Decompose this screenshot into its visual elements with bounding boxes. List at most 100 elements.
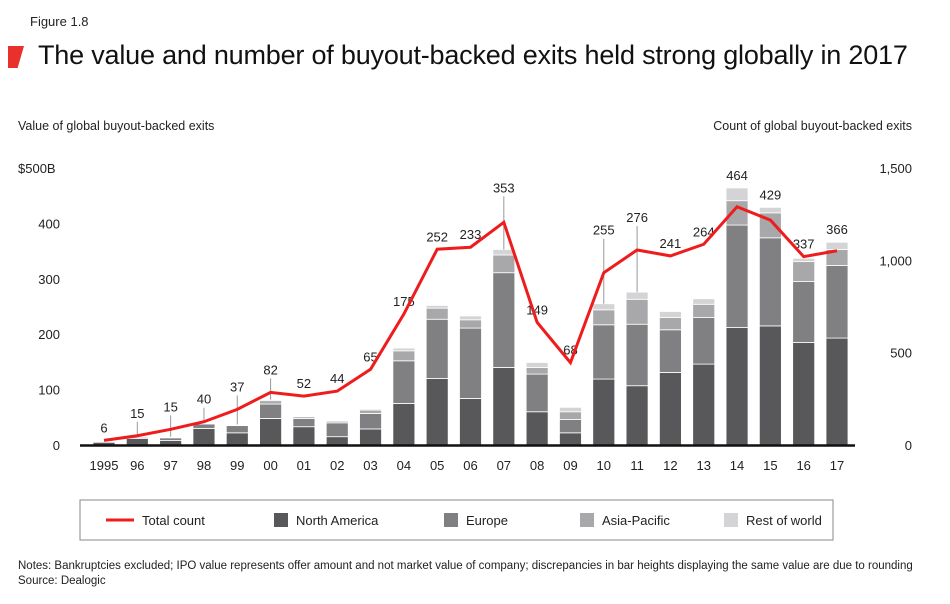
bar-segment-europe [392, 360, 416, 404]
total-label: 337 [793, 237, 815, 252]
right-tick-label: 500 [890, 346, 912, 361]
bar-segment-north-america [259, 418, 282, 446]
total-label: 233 [460, 227, 482, 242]
bar-segment-rest-of-world [325, 420, 349, 422]
total-label: 264 [693, 224, 715, 239]
x-tick-label: 16 [796, 458, 810, 473]
bar-segment-north-america [225, 432, 249, 446]
bar-segment-north-america [125, 437, 149, 446]
left-tick-label: 100 [38, 383, 60, 398]
x-tick-label: 15 [763, 458, 777, 473]
legend-label: Asia-Pacific [602, 513, 670, 528]
total-label: 353 [493, 180, 515, 195]
bar-segment-rest-of-world [659, 311, 682, 318]
chart-title: The value and number of buyout-backed ex… [38, 40, 908, 70]
bar-segment-europe [692, 317, 716, 365]
total-label: 252 [426, 229, 448, 244]
bar-segment-rest-of-world [625, 291, 649, 300]
bar-segment-europe [758, 237, 782, 327]
x-tick-label: 06 [463, 458, 477, 473]
right-axis-label: Count of global buyout-backed exits [713, 119, 912, 133]
total-label: 52 [297, 376, 311, 391]
bar-segment-asia-pacific [692, 303, 716, 318]
bar-segment-asia-pacific [592, 309, 616, 326]
left-tick-label: 0 [53, 438, 60, 453]
bar-segment-rest-of-world [792, 257, 816, 263]
bar-segment-north-america [659, 372, 682, 446]
bar-segment-rest-of-world [425, 304, 449, 309]
left-tick-label: 200 [38, 327, 60, 342]
x-tick-label: 11 [630, 458, 644, 473]
chart-notes: Notes: Bankruptcies excluded; IPO value … [18, 559, 913, 589]
x-tick-label: 05 [430, 458, 444, 473]
total-label: 44 [330, 371, 344, 386]
bar-segment-north-america [192, 427, 216, 446]
total-label: 40 [197, 392, 211, 407]
bar-segment-north-america [625, 385, 649, 446]
total-count-line [103, 204, 838, 442]
right-tick-label: 1,000 [879, 253, 912, 268]
total-label: 37 [230, 379, 244, 394]
bar-segment-rest-of-world [392, 347, 416, 352]
bar-segment-north-america [325, 436, 349, 446]
right-tick-label: 0 [905, 438, 912, 453]
bar-segment-rest-of-world [459, 315, 482, 321]
bar-segment-europe [159, 437, 183, 441]
legend-label: North America [296, 513, 379, 528]
x-tick-label: 98 [197, 458, 211, 473]
bar-segment-north-america [425, 378, 449, 446]
bar-segment-europe [825, 265, 849, 339]
x-tick-label: 02 [330, 458, 344, 473]
source-text: Source: Dealogic [18, 575, 106, 587]
bar-segment-europe [625, 323, 649, 387]
bar-segment-asia-pacific [559, 411, 582, 420]
bar-segment-north-america [725, 327, 749, 446]
total-label: 82 [263, 362, 277, 377]
bar-segment-europe [459, 327, 482, 399]
x-tick-label: 00 [263, 458, 277, 473]
bar-segment-asia-pacific [392, 350, 416, 362]
total-label: 149 [526, 302, 548, 317]
x-tick-label: 17 [830, 458, 844, 473]
legend-label-total-count: Total count [142, 513, 205, 528]
notes-text: Notes: Bankruptcies excluded; IPO value … [18, 560, 913, 572]
bar-segment-rest-of-world [359, 408, 382, 411]
bar-segment-asia-pacific [792, 261, 816, 282]
bar-segment-asia-pacific [459, 319, 482, 329]
x-tick-label: 97 [163, 458, 177, 473]
bar-segment-asia-pacific [259, 400, 282, 405]
x-tick-label: 03 [363, 458, 377, 473]
bar-segment-north-america [792, 342, 816, 446]
bar-segment-europe [225, 425, 249, 434]
bar-segment-north-america [825, 337, 849, 446]
bar-segment-europe [425, 318, 449, 379]
x-tick-label: 08 [530, 458, 544, 473]
bar-segment-rest-of-world [159, 436, 183, 438]
x-tick-label: 04 [397, 458, 411, 473]
bar-segment-rest-of-world [292, 415, 316, 418]
bar-segment-asia-pacific [425, 307, 449, 320]
bar-segment-europe [92, 441, 116, 443]
bar-segment-asia-pacific [492, 254, 516, 274]
bar-segment-asia-pacific [525, 367, 549, 375]
bar-segment-rest-of-world [592, 303, 616, 311]
bar-segment-north-america [692, 363, 716, 446]
total-label: 241 [660, 236, 682, 251]
total-label: 15 [163, 399, 177, 414]
bar-segment-europe [792, 281, 816, 343]
bar-segment-europe [725, 224, 749, 328]
bar-segment-rest-of-world [758, 206, 782, 214]
figure-label: Figure 1.8 [30, 14, 89, 29]
x-tick-label: 96 [130, 458, 144, 473]
bar-segment-north-america [559, 432, 582, 446]
bar-segment-asia-pacific [725, 200, 749, 226]
bar-segment-asia-pacific [359, 409, 382, 414]
x-tick-label: 14 [730, 458, 744, 473]
bar-segment-rest-of-world [692, 298, 716, 305]
bar-segment-europe [325, 422, 349, 438]
bar-segment-north-america [359, 428, 382, 446]
bar-segment-europe [259, 403, 282, 419]
legend-swatch [274, 513, 288, 527]
bar-segment-europe [592, 324, 616, 380]
bar-segment-rest-of-world [259, 399, 282, 402]
